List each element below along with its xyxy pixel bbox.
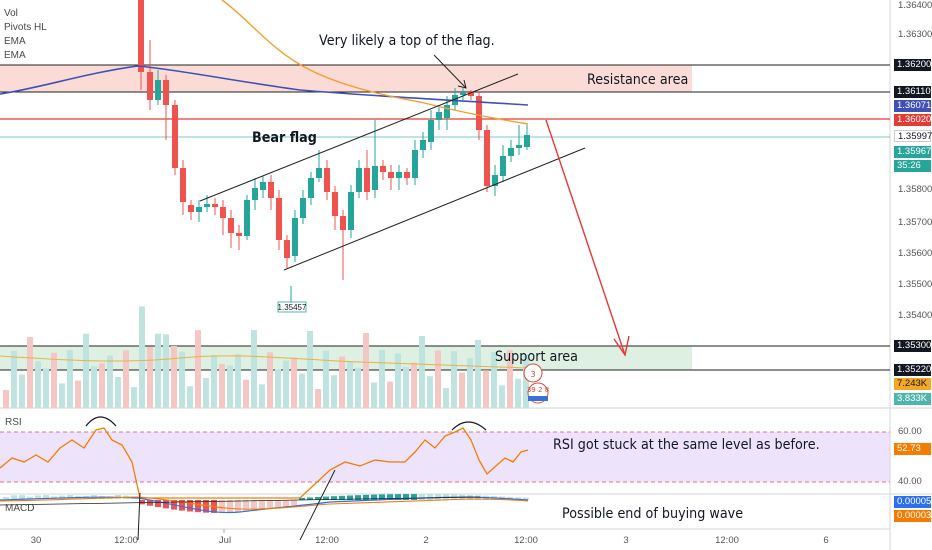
macd-pane-label[interactable]: MACD: [5, 503, 35, 514]
annotation-resistance: Resistance area: [587, 72, 689, 88]
rsi-top-arc: [451, 421, 487, 431]
volume-ma-badge: 7.243K: [894, 378, 931, 390]
volume-badge: 3.833K: [894, 393, 931, 405]
annotation-support: Support area: [495, 349, 578, 365]
rsi-tick: 40.00: [898, 476, 922, 487]
countdown-badge: 35:26: [894, 160, 931, 172]
price-badge-white: 1.35997: [894, 130, 932, 142]
time-tick: Jul: [218, 535, 232, 546]
price-badge-red-line: 1.36020: [894, 114, 931, 126]
annotation-flag-top: Very likely a top of the flag.: [319, 33, 495, 49]
ema-slow: [0, 65, 529, 106]
event-num: 2: [538, 386, 542, 394]
annotation-rsi: RSI got stuck at the same level as befor…: [553, 437, 820, 453]
arrow-head: [613, 335, 630, 357]
time-tick: 2: [423, 535, 429, 546]
time-tick: 6: [823, 535, 829, 546]
pivot-label: 1.35457: [278, 303, 307, 312]
time-tick: 12:00: [514, 535, 538, 546]
pivot-label-box: [277, 301, 307, 313]
macd-value-badge: 0.00005: [894, 496, 931, 508]
time-tick: 12:00: [114, 535, 138, 546]
price-badge-support-bottom: 1.35220: [894, 364, 931, 376]
annotation-macd: Possible end of buying wave: [562, 506, 744, 522]
time-tick: 12:00: [715, 535, 739, 546]
price-badge-ema: 1.36071: [894, 100, 931, 112]
macd-trend-line: [299, 469, 336, 541]
legend-vol[interactable]: Vol: [4, 8, 18, 19]
rsi-value-badge: 52.73: [894, 443, 931, 455]
ema-fast: [221, 0, 529, 125]
price-tick: 1.36400: [898, 0, 932, 11]
event-num: 39: [527, 386, 536, 394]
projection-arrow: [545, 119, 626, 356]
rsi-pane-label[interactable]: RSI: [5, 417, 22, 428]
calendar-flag-icon[interactable]: 3: [523, 363, 543, 383]
callout-arrow: [433, 54, 467, 89]
price-tick: 1.35600: [898, 248, 932, 259]
event-count: 3: [530, 370, 535, 379]
candlesticks: [138, 0, 530, 280]
channel-upper: [199, 73, 519, 202]
rsi-tick: 60.00: [898, 426, 922, 437]
price-badge-resistance-top: 1.36200: [894, 59, 931, 71]
price-tick: 1.35500: [898, 279, 932, 290]
time-tick: 3: [623, 535, 629, 546]
legend-ema-1[interactable]: EMA: [4, 36, 26, 47]
volume-ma: [0, 355, 529, 369]
rsi-band: [0, 432, 890, 482]
legend-pivots[interactable]: Pivots HL: [4, 22, 47, 33]
time-tick: 30: [30, 535, 42, 546]
price-badge-current: 1.35967: [894, 146, 931, 158]
event-num: 8: [545, 386, 549, 394]
price-tick: 1.35400: [898, 310, 932, 321]
support-zone: [0, 346, 692, 370]
price-tick: 1.35700: [898, 217, 932, 228]
svg-text:39 2 8: 39 2 8: [527, 386, 549, 394]
rsi-line: [0, 427, 529, 499]
earnings-flag-icon[interactable]: 39 2 8: [527, 382, 549, 404]
volume-bars: [3, 306, 529, 408]
price-tick: 1.36300: [898, 29, 932, 40]
macd-trend-line: [137, 492, 141, 541]
price-badge-resistance-bottom: 1.36110: [894, 86, 931, 98]
callout-arrow-head: [457, 79, 467, 89]
time-tick: 12:00: [315, 535, 339, 546]
rsi-top-arc: [85, 416, 117, 427]
macd-trend-line: [0, 496, 481, 506]
channel-lower: [283, 147, 586, 271]
price-badge-support-top: 1.35300: [894, 340, 931, 352]
macd-signal-badge: 0.00003: [894, 510, 931, 522]
price-tick: 1.35800: [898, 184, 932, 195]
legend-ema-2[interactable]: EMA: [4, 50, 26, 61]
macd-signal: [0, 496, 529, 510]
annotation-bear-flag: Bear flag: [252, 130, 317, 146]
